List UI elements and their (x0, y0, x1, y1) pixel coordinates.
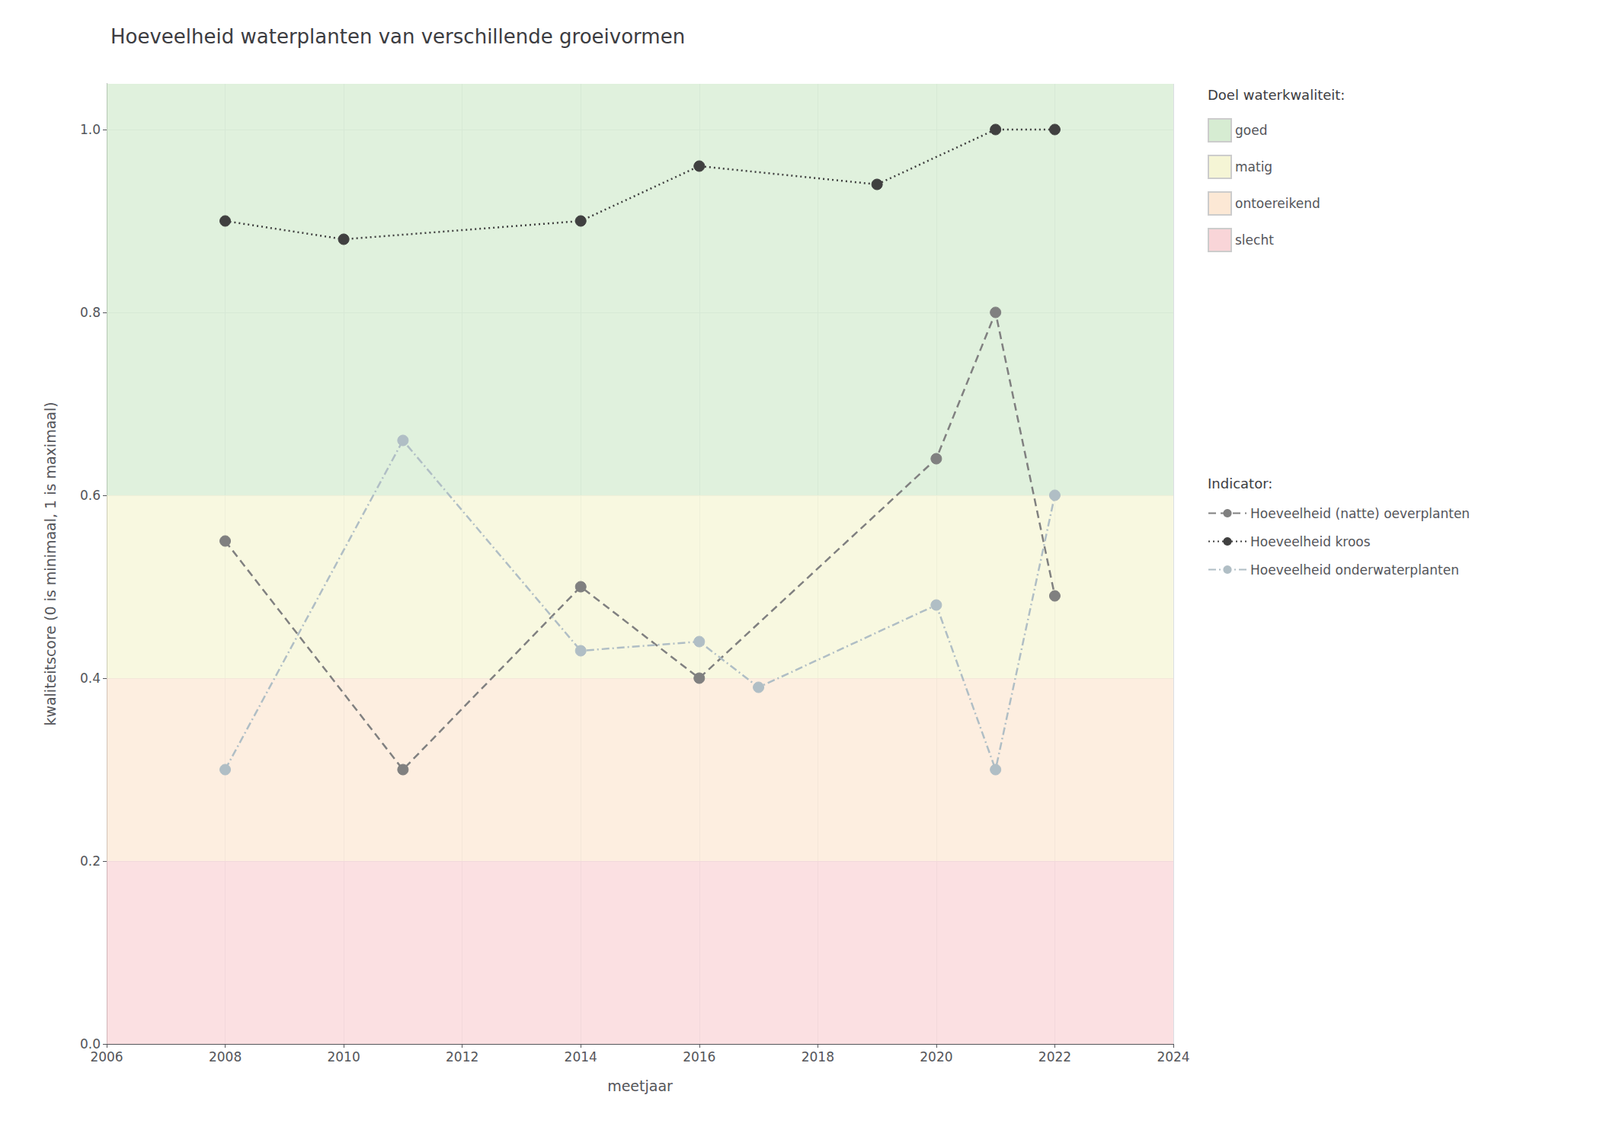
svg-text:2016: 2016 (682, 1049, 716, 1065)
svg-text:2022: 2022 (1038, 1049, 1072, 1065)
svg-text:slecht: slecht (1235, 232, 1274, 248)
svg-text:2014: 2014 (564, 1049, 598, 1065)
svg-text:0.6: 0.6 (80, 487, 101, 503)
svg-text:Indicator:: Indicator: (1207, 475, 1273, 492)
svg-text:0.4: 0.4 (80, 670, 101, 686)
svg-text:0.0: 0.0 (80, 1036, 101, 1052)
svg-text:2006: 2006 (89, 1049, 123, 1065)
svg-text:Hoeveelheid kroos: Hoeveelheid kroos (1250, 534, 1371, 550)
svg-text:ontoereikend: ontoereikend (1235, 195, 1321, 212)
svg-text:2012: 2012 (445, 1049, 479, 1065)
svg-text:Doel waterkwaliteit:: Doel waterkwaliteit: (1207, 86, 1345, 103)
svg-text:Hoeveelheid waterplanten van v: Hoeveelheid waterplanten van verschillen… (110, 25, 685, 48)
svg-text:kwaliteitscore (0 is minimaal,: kwaliteitscore (0 is minimaal, 1 is maxi… (41, 401, 59, 726)
svg-text:2024: 2024 (1156, 1049, 1190, 1065)
svg-text:1.0: 1.0 (80, 121, 101, 138)
svg-text:matig: matig (1235, 159, 1273, 175)
svg-text:2008: 2008 (208, 1049, 242, 1065)
svg-text:2010: 2010 (326, 1049, 360, 1065)
svg-text:2018: 2018 (801, 1049, 835, 1065)
svg-text:2020: 2020 (919, 1049, 953, 1065)
svg-text:goed: goed (1235, 122, 1268, 138)
svg-text:0.2: 0.2 (80, 853, 101, 869)
svg-text:Hoeveelheid (natte) oeverplant: Hoeveelheid (natte) oeverplanten (1250, 505, 1470, 522)
svg-text:meetjaar: meetjaar (607, 1077, 673, 1095)
svg-text:Hoeveelheid onderwaterplanten: Hoeveelheid onderwaterplanten (1250, 562, 1460, 578)
svg-text:0.8: 0.8 (80, 304, 101, 320)
